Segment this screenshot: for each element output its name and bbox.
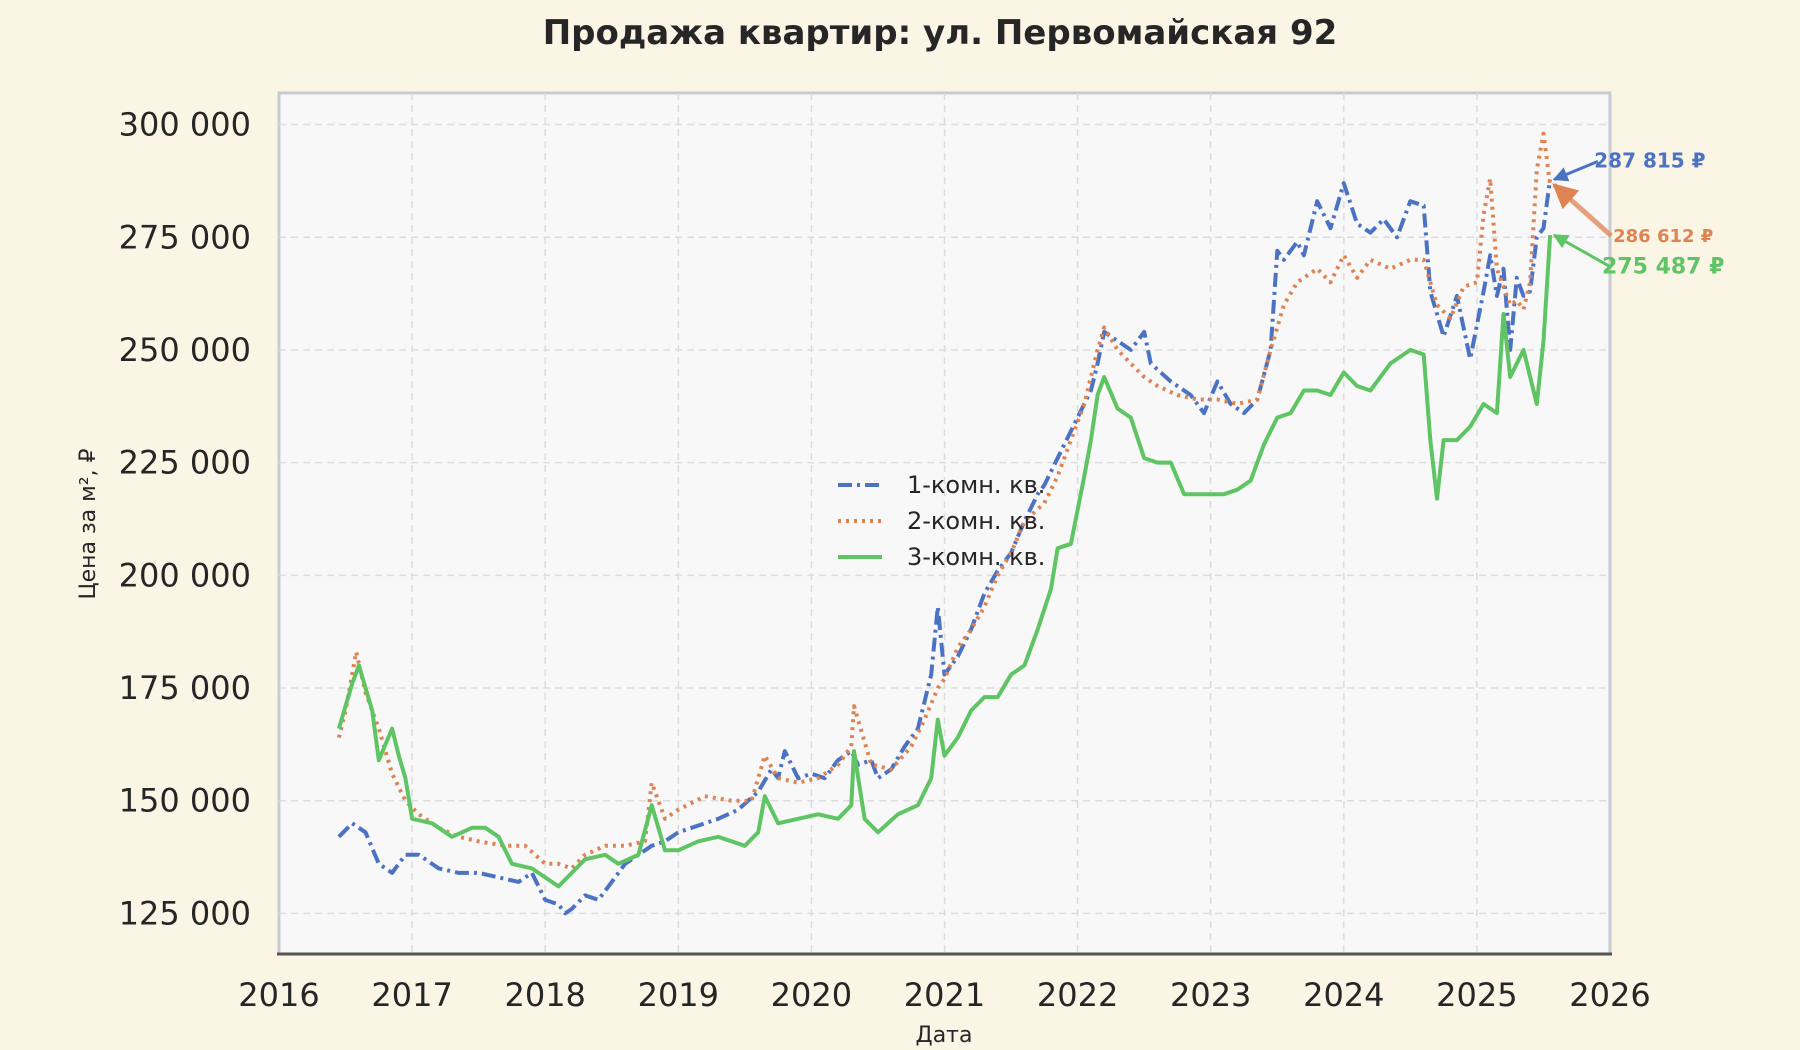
legend-label-2: 2-комн. кв. bbox=[907, 507, 1045, 535]
x-tick-label: 2020 bbox=[771, 976, 852, 1014]
series-line-1 bbox=[337, 179, 1553, 916]
x-tick-label: 2024 bbox=[1303, 976, 1384, 1014]
x-tick-label: 2025 bbox=[1436, 976, 1517, 1014]
plot-area bbox=[277, 91, 1612, 956]
x-tick-label: 2016 bbox=[238, 976, 319, 1014]
x-tick-label: 2018 bbox=[504, 976, 585, 1014]
series-line-3 bbox=[336, 234, 1553, 889]
x-tick-labels: 2016 2017 2018 2019 2020 2021 2022 2023 2024 2025… bbox=[238, 976, 1650, 1014]
annotation-arrow-1 bbox=[1552, 159, 1599, 182]
legend: 1-комн. кв. 2-комн. кв. 3-комн. кв. bbox=[838, 471, 1045, 571]
legend-label-3: 3-комн. кв. bbox=[907, 543, 1045, 571]
annotations: 287 815 ₽ 286 612 ₽ 275 487 ₽ bbox=[1552, 148, 1724, 279]
y-axis-label: Цена за м², ₽ bbox=[76, 448, 101, 599]
y-tick-labels: 125 000 150 000 175 000 200 000 225 000 250 0… bbox=[119, 106, 251, 933]
x-tick-label: 2026 bbox=[1569, 976, 1650, 1014]
chart-title: Продажа квартир: ул. Первомайская 92 bbox=[543, 13, 1338, 53]
legend-label-1: 1-комн. кв. bbox=[907, 471, 1045, 499]
x-tick-label: 2019 bbox=[638, 976, 719, 1014]
y-tick-label: 150 000 bbox=[119, 782, 251, 820]
y-tick-label: 250 000 bbox=[119, 331, 251, 369]
annotation-label-3: 275 487 ₽ bbox=[1602, 254, 1724, 279]
annotation-arrow-3 bbox=[1552, 233, 1612, 269]
x-tick-label: 2017 bbox=[371, 976, 452, 1014]
y-tick-label: 300 000 bbox=[119, 106, 251, 144]
annotation-label-1: 287 815 ₽ bbox=[1594, 148, 1705, 172]
x-axis-label: Дата bbox=[916, 1023, 973, 1048]
series-layer bbox=[336, 131, 1553, 916]
y-tick-label: 225 000 bbox=[119, 444, 251, 482]
x-tick-label: 2023 bbox=[1170, 976, 1251, 1014]
y-tick-label: 275 000 bbox=[119, 218, 251, 256]
y-tick-label: 125 000 bbox=[119, 894, 251, 932]
series-line-2 bbox=[336, 131, 1553, 871]
x-tick-label: 2021 bbox=[904, 976, 985, 1014]
grid-lines bbox=[279, 93, 1610, 954]
annotation-arrow-2 bbox=[1552, 183, 1613, 238]
annotation-label-2: 286 612 ₽ bbox=[1613, 226, 1713, 247]
y-tick-label: 200 000 bbox=[119, 556, 251, 594]
x-tick-label: 2022 bbox=[1037, 976, 1118, 1014]
y-tick-label: 175 000 bbox=[119, 669, 251, 707]
